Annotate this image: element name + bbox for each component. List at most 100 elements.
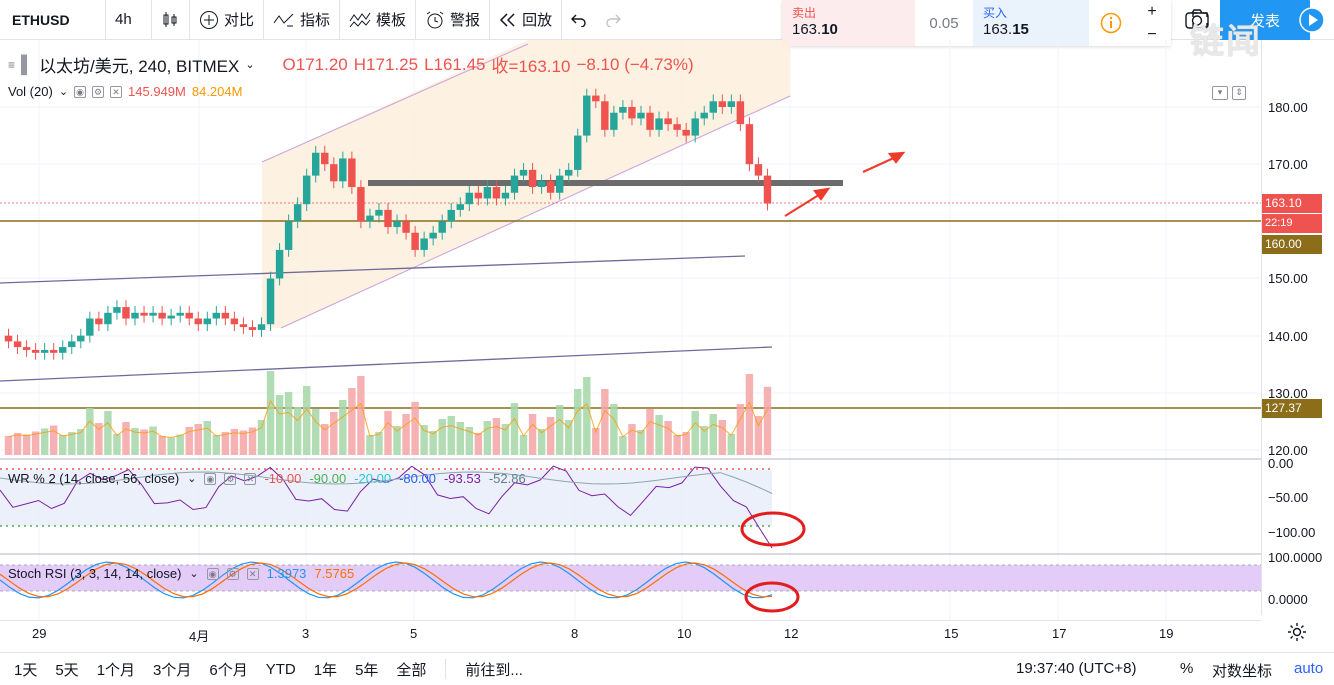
pane-collapse-icon[interactable]: ▾ <box>1212 86 1228 100</box>
pane-reorder-icon[interactable]: ⇕ <box>1232 86 1246 100</box>
time-tick: 29 <box>32 626 47 641</box>
wr-label[interactable]: WR % 2 (14, close, 56, close) <box>8 471 180 486</box>
alert-label: 警报 <box>450 12 481 29</box>
time-axis[interactable]: 29 4月 3 5 8 10 12 15 17 19 <box>0 620 1261 644</box>
candle-body <box>49 349 58 353</box>
buy-price: 163.15 <box>983 21 1029 38</box>
gear-icon[interactable]: ⚙ <box>224 472 237 485</box>
volume-bar <box>257 420 266 455</box>
compare-button[interactable]: 对比 <box>190 0 265 40</box>
volume-bar <box>700 426 708 455</box>
volume-bar <box>366 435 374 455</box>
symbol-button[interactable]: ETHUSD <box>0 0 106 40</box>
range-5d[interactable]: 5天 <box>55 661 79 679</box>
minus-icon[interactable]: − <box>1147 25 1157 43</box>
interval-button[interactable]: 4h <box>106 0 152 40</box>
time-tick: 10 <box>677 626 692 641</box>
symbol-title[interactable]: 以太坊/美元, 240, BITMEX <box>39 57 240 76</box>
chevron-down-icon[interactable]: ⌄ <box>189 568 199 580</box>
volume-legend: Vol (20) ⌄ ◉ ⚙ ✕ 145.949M 84.204M <box>8 84 242 99</box>
templates-button[interactable]: 模板 <box>340 0 417 40</box>
volume-bar <box>275 395 284 455</box>
candle-body <box>438 221 446 233</box>
price-tick: 130.00 <box>1268 386 1308 401</box>
candle-body <box>22 347 31 350</box>
percent-toggle[interactable]: % <box>1180 660 1194 677</box>
volume-bar <box>68 432 76 455</box>
snapshot-button[interactable] <box>1184 8 1210 33</box>
last-price-tag: 163.10 <box>1262 194 1322 213</box>
chevron-down-icon[interactable]: ⌄ <box>58 86 69 98</box>
close-icon[interactable]: ✕ <box>110 85 123 98</box>
auto-scale-toggle[interactable]: auto <box>1294 660 1324 677</box>
collapse-icon[interactable]: ≡ <box>8 57 16 72</box>
close-icon[interactable]: ✕ <box>246 567 259 580</box>
arrow-annotation-1 <box>862 151 906 174</box>
chart-type-button[interactable] <box>152 0 190 40</box>
range-all[interactable]: 全部 <box>396 661 427 679</box>
candle-body <box>745 124 754 165</box>
redo-button[interactable] <box>596 0 630 40</box>
candle-body <box>131 312 139 319</box>
stoch-k-line <box>0 561 773 599</box>
eye-icon[interactable]: ◉ <box>204 472 217 485</box>
price-chart[interactable] <box>0 40 1261 620</box>
gear-icon[interactable]: ⚙ <box>226 567 239 580</box>
range-1m[interactable]: 1个月 <box>96 661 136 679</box>
candle-body <box>13 341 22 348</box>
candle-body <box>474 192 483 199</box>
chart-settings-button[interactable] <box>1287 622 1307 645</box>
plus-icon[interactable]: + <box>1147 2 1157 20</box>
stoch-highlight-circle <box>744 581 800 613</box>
eye-icon[interactable]: ◉ <box>206 567 219 580</box>
stoch-d-line <box>0 562 773 598</box>
candle-body <box>763 175 772 204</box>
indicators-button[interactable]: 指标 <box>264 0 341 40</box>
wr-highlight-circle <box>740 511 806 547</box>
clock[interactable]: 19:37:40 (UTC+8) <box>1016 660 1137 677</box>
buy-button[interactable]: 买入 163.15 <box>973 0 1089 46</box>
volume-bar <box>555 405 564 455</box>
undo-button[interactable] <box>562 0 596 40</box>
volume-bar <box>266 371 275 455</box>
price-axis[interactable]: 180.00 170.00 150.00 140.00 130.00 120.0… <box>1261 40 1334 615</box>
flag-icon[interactable]: ▌ <box>21 54 34 74</box>
stoch-label[interactable]: Stoch RSI (3, 3, 14, 14, close) <box>8 566 182 581</box>
wr-legend: WR % 2 (14, close, 56, close) ⌄ ◉ ⚙ ✕ -1… <box>8 471 526 486</box>
candle-body <box>574 135 582 170</box>
replay-button[interactable]: 回放 <box>490 0 563 40</box>
gear-icon <box>1288 623 1306 641</box>
eye-icon[interactable]: ◉ <box>74 85 87 98</box>
range-1d[interactable]: 1天 <box>14 661 38 679</box>
range-6m[interactable]: 6个月 <box>209 661 248 679</box>
candle-body <box>284 221 293 250</box>
play-button[interactable] <box>1298 6 1326 37</box>
ohlc-change: −8.10 (−4.73%) <box>576 54 694 74</box>
price-tick: 120.00 <box>1268 443 1308 458</box>
chevron-down-icon[interactable]: ⌄ <box>245 59 255 71</box>
volume-label[interactable]: Vol (20) <box>8 84 53 99</box>
quantity-stepper[interactable]: + − <box>1133 0 1171 46</box>
range-5y[interactable]: 5年 <box>355 661 379 679</box>
volume-bar <box>637 430 645 455</box>
range-ytd[interactable]: YTD <box>265 660 296 678</box>
volume-bar <box>140 429 148 455</box>
wr-tick: 0.00 <box>1268 456 1294 471</box>
candle-body <box>673 124 681 130</box>
alert-button[interactable]: 警报 <box>416 0 491 40</box>
candle-body <box>275 249 284 279</box>
chevron-down-icon[interactable]: ⌄ <box>187 473 197 485</box>
gear-icon[interactable]: ⚙ <box>92 85 105 98</box>
log-scale-toggle[interactable]: 对数坐标 <box>1212 663 1273 680</box>
goto-button[interactable]: 前往到... <box>465 661 523 679</box>
candle-body <box>564 169 573 176</box>
close-icon[interactable]: ✕ <box>244 472 257 485</box>
range-3m[interactable]: 3个月 <box>153 661 192 679</box>
candle-body <box>140 312 148 316</box>
candle-body <box>664 118 672 125</box>
range-1y[interactable]: 1年 <box>313 661 338 679</box>
info-button[interactable] <box>1089 0 1133 46</box>
sell-button[interactable]: 卖出 163.10 <box>782 0 915 46</box>
post-button[interactable]: 发表 <box>1220 0 1310 40</box>
play-circle-icon <box>1299 7 1325 33</box>
